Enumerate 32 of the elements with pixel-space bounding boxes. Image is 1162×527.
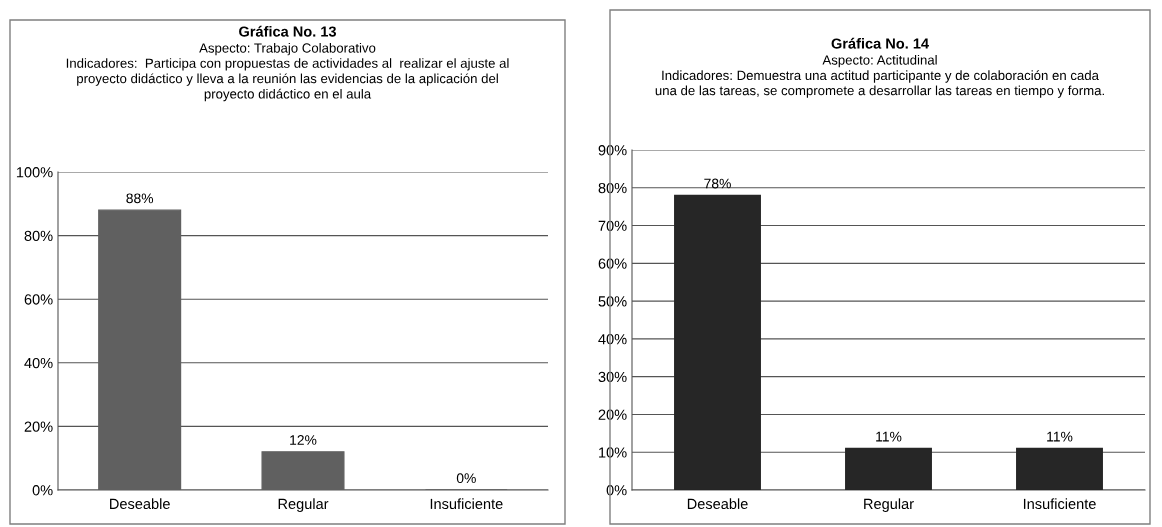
- y-tick-label: 80%: [598, 182, 627, 194]
- x-tick-label: Deseable: [687, 498, 748, 510]
- x-tick-label: Insuficiente: [430, 498, 503, 510]
- x-tick-label: Insuficiente: [1023, 498, 1096, 510]
- y-tick-label: 40%: [598, 333, 627, 345]
- data-label: 11%: [876, 431, 902, 442]
- data-label: 12%: [290, 435, 317, 445]
- chart-subtitle: Aspecto: Actitudinal Indicadores: Demuestra una actitud participante y de colaboración en cada una de las tareas, se compromete a desarrollar las tareas en tiempo y forma.: [655, 55, 1104, 98]
- chart-subtitle: Aspecto: Trabajo Colaborativo Indicadores: Participa con propuestas de actividades al realizar el ajuste al proyecto didáctico y lleva a la reunión las evidencias de la aplicación del proyecto didáctico en el aula: [66, 43, 509, 102]
- x-tick-label: Regular: [864, 498, 914, 512]
- data-label: 0%: [456, 473, 476, 484]
- y-tick-label: 60%: [24, 294, 53, 305]
- y-tick-label: 70%: [598, 220, 627, 231]
- y-tick-label: 30%: [598, 371, 627, 383]
- x-tick-label: Deseable: [110, 498, 170, 510]
- y-tick-label: 50%: [598, 296, 627, 307]
- y-tick-label: 40%: [24, 357, 53, 369]
- data-label: 11%: [1047, 431, 1073, 442]
- y-tick-label: 60%: [598, 258, 627, 269]
- data-label: 78%: [704, 178, 731, 189]
- y-tick-label: 0%: [32, 485, 53, 496]
- data-label: 88%: [126, 193, 154, 204]
- y-tick-label: 0%: [606, 485, 627, 496]
- x-tick-label: Regular: [278, 498, 329, 512]
- y-tick-label: 20%: [24, 421, 53, 432]
- y-tick-label: 100%: [16, 167, 53, 178]
- y-tick-label: 20%: [598, 409, 627, 420]
- y-tick-label: 10%: [599, 447, 627, 458]
- chart-title: Gráfica No. 14: [831, 37, 929, 49]
- y-tick-label: 80%: [24, 230, 53, 242]
- y-tick-label: 90%: [598, 145, 627, 156]
- chart-title: Gráfica No. 13: [239, 25, 337, 37]
